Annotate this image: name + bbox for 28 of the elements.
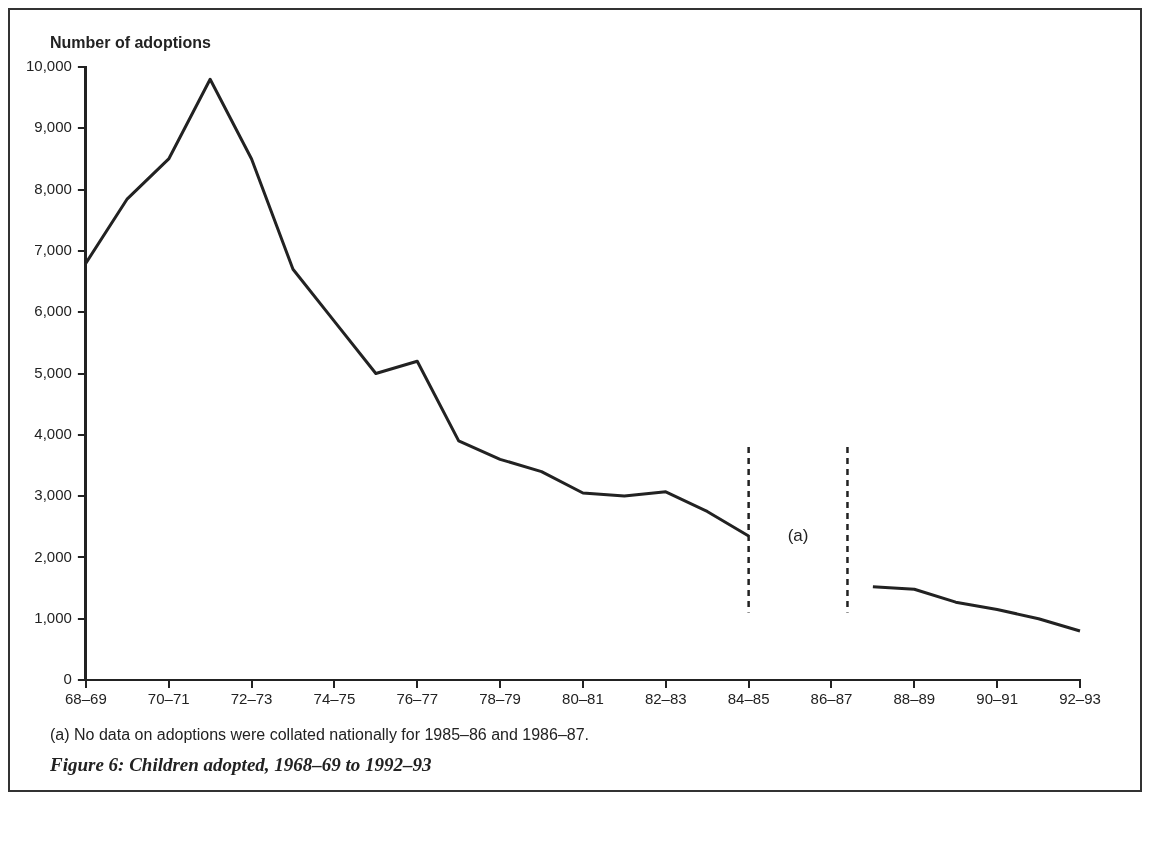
text: Figure 6: Children adopted, 1968–69 to 1992–93 [50, 754, 433, 776]
y-tick-label: 1,000 [34, 608, 72, 626]
x-tick-label: 82–83 [644, 690, 687, 708]
text: (a) No data on adoptions were collated nationally for 1985–86 and 1986–87. [50, 726, 591, 744]
y-tick-label: 4,000 [34, 424, 72, 442]
x-tick-label: 74–75 [313, 690, 356, 708]
y-tick-label: 7,000 [34, 241, 72, 259]
x-tick-label: 80–81 [562, 690, 604, 708]
x-tick-label: 72–73 [230, 690, 273, 708]
y-tick-label: 6,000 [34, 302, 72, 320]
y-tick-label: 9,000 [34, 118, 72, 136]
x-tick-label: 90–91 [976, 690, 1019, 708]
annotation: (a) [787, 525, 809, 545]
x-tick-label: 78–79 [479, 690, 521, 708]
y-tick-label: 10,000 [25, 57, 72, 75]
x-tick-label: 68–69 [65, 690, 107, 708]
x-tick-label: 70–71 [147, 690, 190, 708]
x-tick-label: 76–77 [396, 690, 439, 708]
x-tick-label: 88–89 [893, 690, 936, 708]
y-tick-label: 3,000 [34, 486, 72, 504]
y-tick-label: 0 [63, 670, 72, 688]
y-tick-label: 5,000 [34, 363, 72, 381]
x-tick-label: 86–87 [810, 690, 853, 708]
y-axis-title: Number of adoptions [50, 34, 212, 52]
y-tick-label: 8,000 [34, 179, 72, 197]
y-tick-label: 2,000 [34, 547, 72, 565]
x-tick-label: 92–93 [1059, 690, 1101, 708]
x-tick-label: 84–85 [727, 690, 770, 708]
